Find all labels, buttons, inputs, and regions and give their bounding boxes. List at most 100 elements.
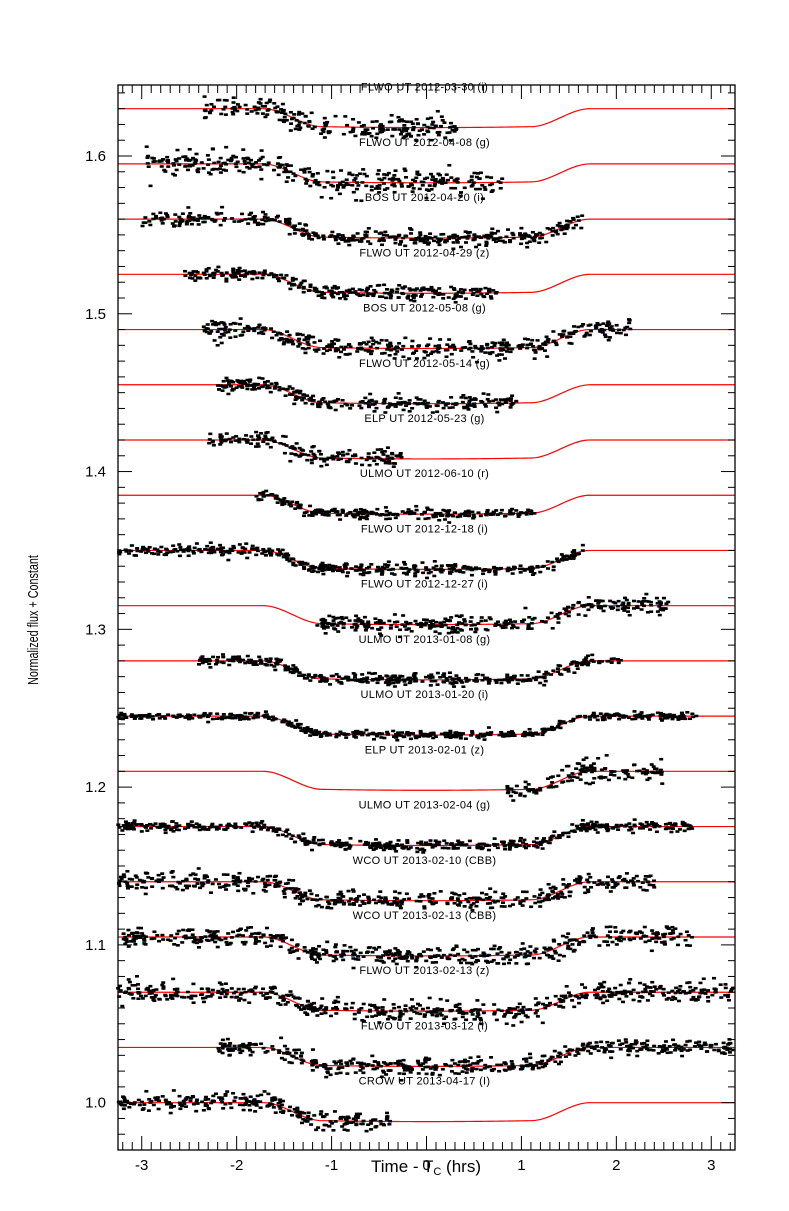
data-point (579, 827, 584, 830)
data-point (135, 547, 140, 550)
data-point (447, 567, 452, 571)
data-point (297, 337, 302, 341)
data-point (329, 509, 334, 512)
data-point (363, 401, 368, 405)
data-point (150, 551, 155, 555)
data-point (218, 171, 223, 174)
data-point (555, 667, 560, 670)
data-point (430, 350, 435, 354)
data-point (613, 881, 618, 885)
data-point (209, 109, 214, 112)
data-point (302, 453, 307, 456)
data-point (304, 224, 309, 227)
data-point (596, 600, 601, 603)
data-point (583, 769, 588, 772)
data-point (446, 296, 451, 299)
data-point (424, 621, 429, 625)
data-point (261, 490, 266, 494)
data-point (366, 240, 371, 243)
data-point (327, 510, 331, 513)
data-point (525, 674, 530, 677)
data-point (231, 436, 236, 439)
data-point (286, 554, 291, 557)
data-point (520, 620, 525, 623)
data-point (592, 776, 597, 780)
data-point (434, 843, 439, 846)
data-point (247, 878, 252, 882)
data-point (124, 716, 129, 720)
data-point (500, 678, 505, 682)
data-point (282, 451, 287, 455)
data-point (581, 764, 586, 768)
data-point (620, 607, 625, 610)
data-point (567, 557, 572, 560)
data-point (306, 346, 311, 350)
data-point (330, 564, 335, 568)
data-point (346, 900, 351, 903)
data-point (310, 512, 315, 516)
data-point (399, 130, 404, 133)
data-point (236, 655, 241, 658)
data-point (199, 161, 204, 164)
data-point (523, 232, 528, 236)
data-point (243, 661, 248, 665)
data-point (568, 335, 573, 339)
data-point (463, 230, 468, 233)
data-point (332, 627, 337, 630)
data-point (461, 571, 466, 574)
data-point (231, 544, 236, 548)
data-point (340, 510, 345, 513)
data-point (432, 892, 437, 895)
data-point (351, 672, 356, 675)
data-point (409, 183, 414, 187)
data-point (575, 667, 580, 670)
data-point (405, 120, 410, 124)
data-point (467, 347, 472, 351)
data-point (231, 874, 236, 878)
data-point (375, 448, 380, 451)
data-point (144, 145, 149, 148)
data-point (237, 440, 242, 444)
data-point (480, 842, 485, 846)
data-point (489, 731, 494, 734)
data-point (396, 402, 401, 406)
data-point (177, 224, 182, 228)
data-point (247, 551, 252, 554)
data-point (283, 666, 288, 670)
data-point (669, 830, 674, 834)
data-point (543, 340, 548, 344)
data-point (260, 105, 265, 108)
data-point (517, 844, 522, 847)
data-point (139, 550, 144, 553)
data-point (529, 569, 534, 573)
data-point (685, 711, 690, 714)
data-point (506, 347, 511, 351)
data-point (275, 110, 280, 114)
data-point (455, 631, 460, 634)
data-point (338, 297, 342, 300)
data-point (139, 823, 144, 827)
data-point (324, 895, 329, 899)
data-point (384, 339, 389, 342)
data-point (331, 619, 336, 622)
data-point (404, 234, 409, 238)
data-point (523, 337, 528, 341)
data-point (375, 845, 380, 849)
data-point (552, 830, 557, 833)
data-point (342, 184, 347, 187)
data-point (282, 119, 287, 122)
data-point (179, 714, 184, 718)
data-point (633, 714, 638, 717)
data-point (289, 452, 294, 455)
data-point (219, 164, 223, 168)
data-point (171, 164, 176, 167)
data-point (252, 329, 257, 333)
data-point (217, 882, 222, 886)
data-point (296, 286, 301, 289)
data-point (605, 324, 610, 327)
data-point (270, 715, 275, 719)
data-point (353, 622, 358, 626)
data-point (256, 549, 261, 553)
data-point (306, 343, 311, 346)
data-point (474, 679, 479, 683)
